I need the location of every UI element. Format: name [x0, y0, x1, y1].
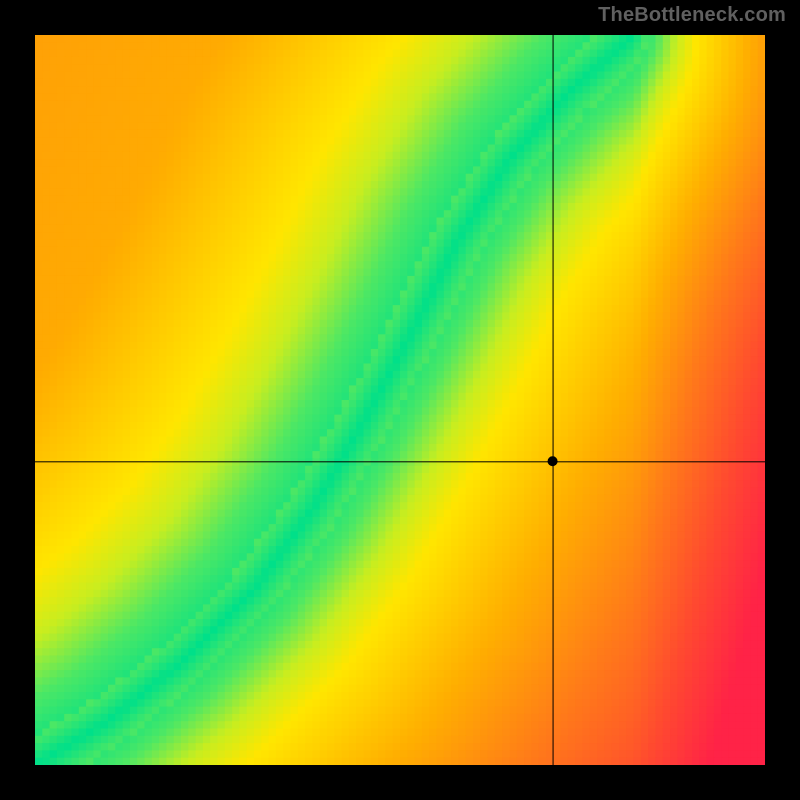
bottleneck-heatmap	[35, 35, 765, 765]
watermark-text: TheBottleneck.com	[598, 4, 786, 27]
